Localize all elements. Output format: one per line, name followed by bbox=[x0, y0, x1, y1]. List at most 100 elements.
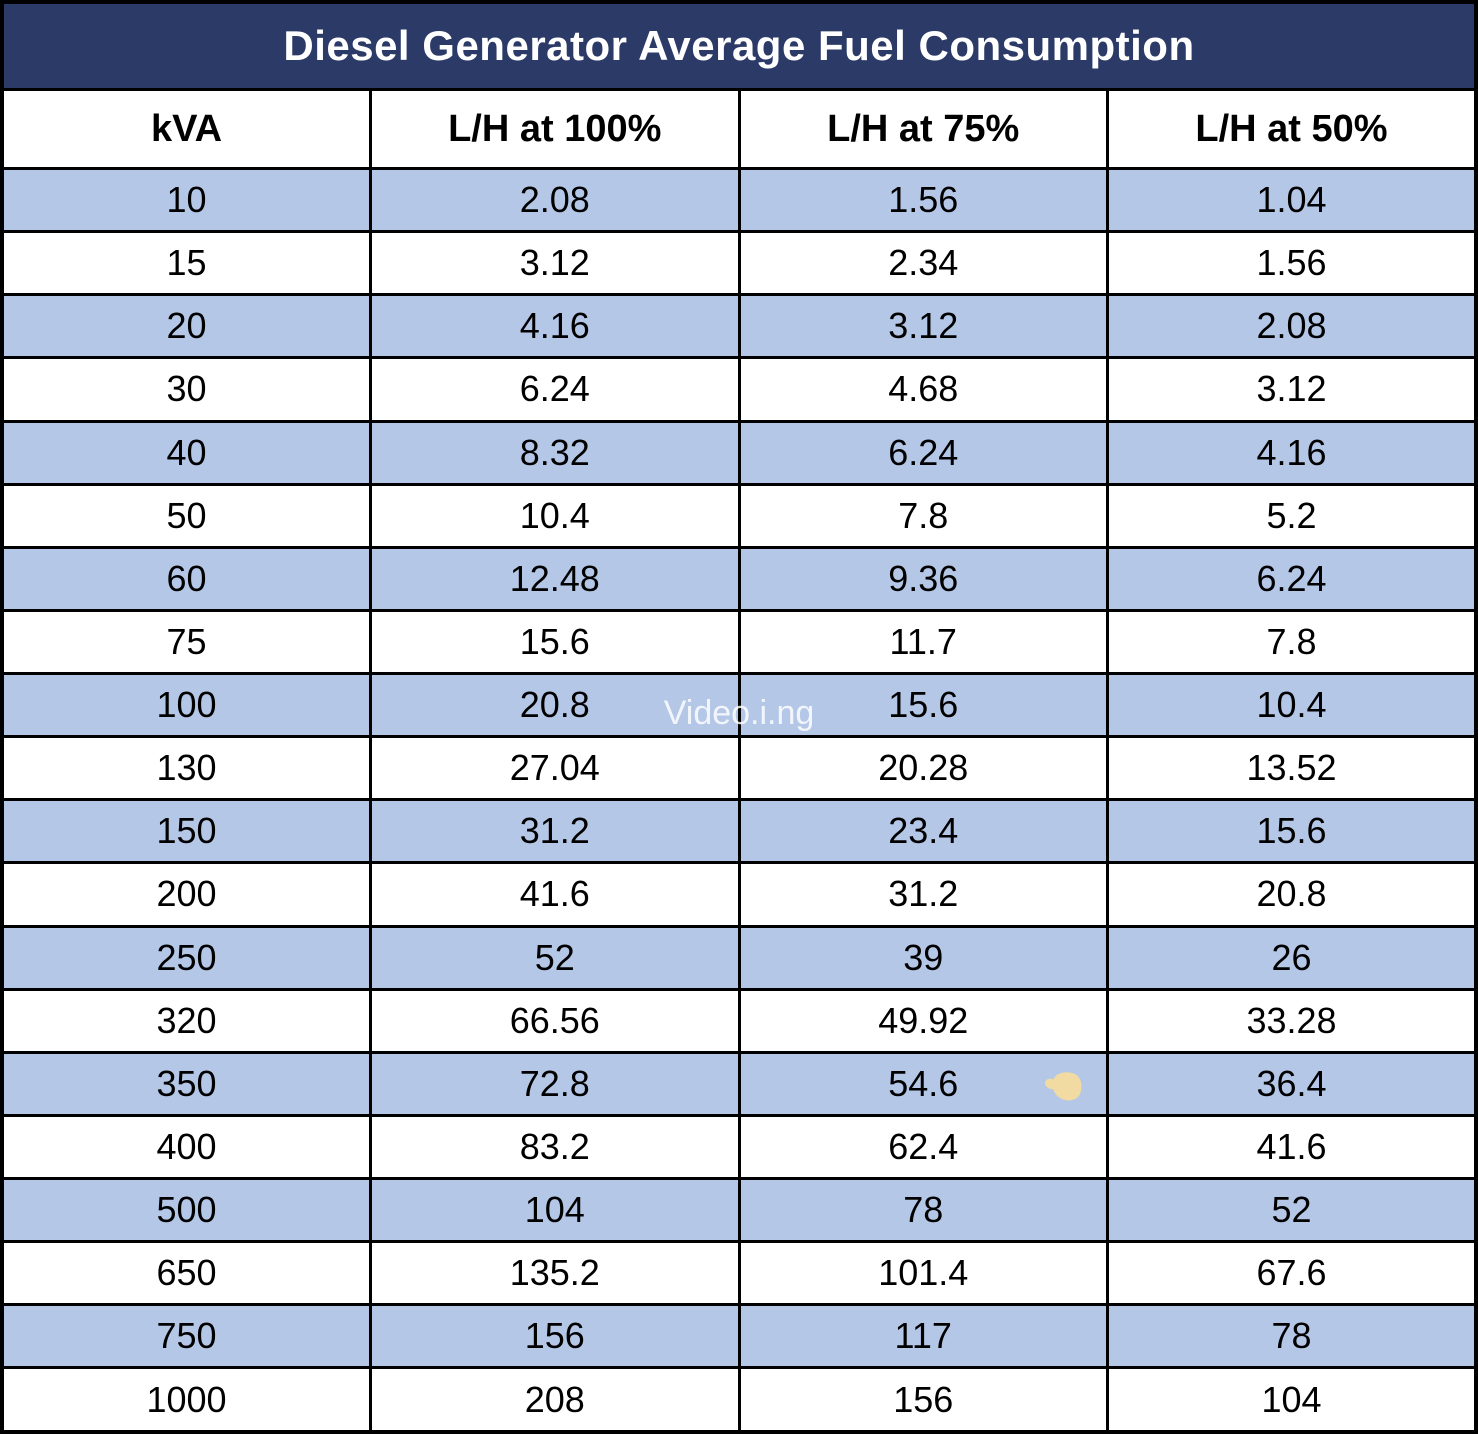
cell-value: 62.4 bbox=[737, 1113, 1109, 1181]
cell-value: 20.8 bbox=[1106, 861, 1478, 928]
table-row: 10 2.08 1.56 1.04 bbox=[0, 166, 1478, 234]
cell-value: 104 bbox=[369, 1176, 741, 1244]
cell-value: 10.4 bbox=[369, 482, 741, 549]
table-row: 30 6.24 4.68 3.12 bbox=[0, 356, 1478, 423]
cell-kva: 130 bbox=[0, 735, 372, 802]
cell-value: 26 bbox=[1106, 924, 1478, 991]
column-header-lh-75: L/H at 75% bbox=[737, 88, 1109, 170]
cell-kva: 30 bbox=[0, 356, 372, 423]
cell-kva: 20 bbox=[0, 293, 372, 360]
cell-kva: 100 bbox=[0, 671, 372, 739]
cell-kva: 40 bbox=[0, 419, 372, 486]
cell-value: 9.36 bbox=[737, 545, 1109, 612]
table-row: 500 104 78 52 bbox=[0, 1176, 1478, 1244]
cell-value: 104 bbox=[1106, 1366, 1478, 1434]
cell-value: 3.12 bbox=[737, 293, 1109, 360]
cell-kva: 250 bbox=[0, 924, 372, 991]
cell-value: 6.24 bbox=[369, 356, 741, 423]
cell-value: 2.34 bbox=[737, 230, 1109, 297]
cell-kva: 150 bbox=[0, 798, 372, 865]
cell-value: 54.6 bbox=[737, 1050, 1109, 1117]
cell-value: 15.6 bbox=[369, 608, 741, 676]
table-row: 20 4.16 3.12 2.08 bbox=[0, 293, 1478, 360]
table-row: 250 52 39 26 bbox=[0, 924, 1478, 991]
cell-kva: 650 bbox=[0, 1240, 372, 1307]
cell-kva: 60 bbox=[0, 545, 372, 612]
cell-value: 52 bbox=[369, 924, 741, 991]
cell-value: 31.2 bbox=[369, 798, 741, 865]
table-row: 400 83.2 62.4 41.6 bbox=[0, 1113, 1478, 1181]
title-row: Diesel Generator Average Fuel Consumptio… bbox=[0, 0, 1478, 91]
cell-value: 41.6 bbox=[369, 861, 741, 928]
cell-value: 11.7 bbox=[737, 608, 1109, 676]
table-body: 10 2.08 1.56 1.04 15 3.12 2.34 1.56 20 4.16 3.12 2.… bbox=[0, 166, 1478, 1434]
cell-value: 33.28 bbox=[1106, 987, 1478, 1054]
cell-kva: 75 bbox=[0, 608, 372, 676]
table-row: 150 31.2 23.4 15.6 bbox=[0, 798, 1478, 865]
cell-value: 4.68 bbox=[737, 356, 1109, 423]
cell-value: 6.24 bbox=[1106, 545, 1478, 612]
cell-value: 36.4 bbox=[1106, 1050, 1478, 1117]
cell-kva: 750 bbox=[0, 1303, 372, 1370]
table-row: 1000 208 156 104 bbox=[0, 1366, 1478, 1434]
cell-value: 7.8 bbox=[1106, 608, 1478, 676]
cell-value: 83.2 bbox=[369, 1113, 741, 1181]
cell-value: 4.16 bbox=[369, 293, 741, 360]
cell-value: 12.48 bbox=[369, 545, 741, 612]
cell-value: 15.6 bbox=[1106, 798, 1478, 865]
cell-value: 101.4 bbox=[737, 1240, 1109, 1307]
table-row: 50 10.4 7.8 5.2 bbox=[0, 482, 1478, 549]
header-row: kVA L/H at 100% L/H at 75% L/H at 50% bbox=[0, 88, 1478, 170]
cell-value: 78 bbox=[737, 1176, 1109, 1244]
column-header-lh-100: L/H at 100% bbox=[369, 88, 741, 170]
cell-value: 13.52 bbox=[1106, 735, 1478, 802]
cell-kva: 50 bbox=[0, 482, 372, 549]
cell-value: 39 bbox=[737, 924, 1109, 991]
page-title: Diesel Generator Average Fuel Consumptio… bbox=[0, 0, 1478, 91]
column-header-kva: kVA bbox=[0, 88, 372, 170]
cell-value: 31.2 bbox=[737, 861, 1109, 928]
cell-value: 66.56 bbox=[369, 987, 741, 1054]
cell-value: 49.92 bbox=[737, 987, 1109, 1054]
cell-value: 1.04 bbox=[1106, 166, 1478, 234]
cell-kva: 400 bbox=[0, 1113, 372, 1181]
cell-value: 4.16 bbox=[1106, 419, 1478, 486]
cell-value: 10.4 bbox=[1106, 671, 1478, 739]
cell-value: 5.2 bbox=[1106, 482, 1478, 549]
table-row: 75 15.6 11.7 7.8 bbox=[0, 608, 1478, 676]
cell-value: 2.08 bbox=[1106, 293, 1478, 360]
cell-value: 6.24 bbox=[737, 419, 1109, 486]
cell-value: 8.32 bbox=[369, 419, 741, 486]
table-row: 650 135.2 101.4 67.6 bbox=[0, 1240, 1478, 1307]
cell-value: 1.56 bbox=[1106, 230, 1478, 297]
cell-value: 15.6 bbox=[737, 671, 1109, 739]
cell-value: 1.56 bbox=[737, 166, 1109, 234]
cell-value: 20.8 bbox=[369, 671, 741, 739]
cell-kva: 15 bbox=[0, 230, 372, 297]
table-row: 15 3.12 2.34 1.56 bbox=[0, 230, 1478, 297]
table-row: 200 41.6 31.2 20.8 bbox=[0, 861, 1478, 928]
cell-value: 208 bbox=[369, 1366, 741, 1434]
cell-value: 7.8 bbox=[737, 482, 1109, 549]
cell-value: 67.6 bbox=[1106, 1240, 1478, 1307]
table-row: 750 156 117 78 bbox=[0, 1303, 1478, 1370]
cell-kva: 320 bbox=[0, 987, 372, 1054]
cell-value: 20.28 bbox=[737, 735, 1109, 802]
table-row: 60 12.48 9.36 6.24 bbox=[0, 545, 1478, 612]
table-row: 100 20.8 15.6 10.4 bbox=[0, 671, 1478, 739]
cell-value: 72.8 bbox=[369, 1050, 741, 1117]
cell-value: 156 bbox=[737, 1366, 1109, 1434]
column-header-lh-50: L/H at 50% bbox=[1106, 88, 1478, 170]
cell-value: 78 bbox=[1106, 1303, 1478, 1370]
cell-kva: 350 bbox=[0, 1050, 372, 1117]
cell-value: 23.4 bbox=[737, 798, 1109, 865]
cell-value: 27.04 bbox=[369, 735, 741, 802]
cell-kva: 10 bbox=[0, 166, 372, 234]
cell-value: 41.6 bbox=[1106, 1113, 1478, 1181]
table-row: 350 72.8 54.6 36.4 bbox=[0, 1050, 1478, 1117]
table-row: 130 27.04 20.28 13.52 bbox=[0, 735, 1478, 802]
cell-value: 3.12 bbox=[369, 230, 741, 297]
table-row: 320 66.56 49.92 33.28 bbox=[0, 987, 1478, 1054]
